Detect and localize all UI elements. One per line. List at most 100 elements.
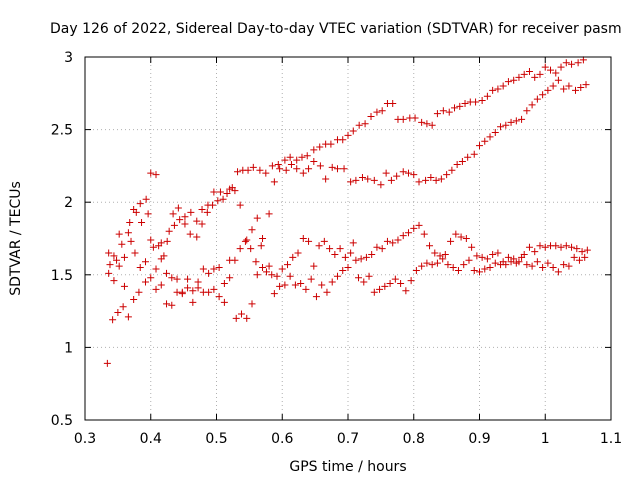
- data-point: [282, 166, 290, 174]
- data-point: [412, 266, 420, 274]
- data-point: [515, 73, 523, 81]
- data-point: [410, 171, 418, 179]
- data-point: [568, 60, 576, 68]
- data-point: [124, 313, 132, 321]
- data-point: [120, 282, 128, 290]
- data-point: [310, 158, 318, 166]
- data-point: [241, 237, 249, 245]
- data-point: [571, 86, 579, 94]
- data-point: [293, 165, 301, 173]
- data-point: [373, 243, 381, 251]
- data-point: [310, 262, 318, 270]
- data-point: [215, 293, 223, 301]
- data-point: [518, 115, 526, 123]
- data-point: [481, 137, 489, 145]
- data-point: [289, 253, 297, 261]
- data-point: [105, 249, 113, 257]
- data-point: [357, 255, 365, 263]
- data-point: [544, 86, 552, 94]
- data-point: [320, 237, 328, 245]
- data-point: [349, 127, 357, 135]
- data-point: [478, 253, 486, 261]
- data-point: [256, 166, 264, 174]
- data-point: [193, 217, 201, 225]
- data-point: [237, 310, 245, 318]
- data-point: [452, 230, 460, 238]
- data-point: [423, 259, 431, 267]
- data-point: [549, 82, 557, 90]
- data-point: [483, 255, 491, 263]
- data-point: [322, 175, 330, 183]
- data-point: [198, 205, 206, 213]
- data-point: [333, 165, 341, 173]
- data-point: [531, 73, 539, 81]
- data-point: [573, 245, 581, 253]
- data-point: [520, 250, 528, 258]
- data-point: [536, 242, 544, 250]
- data-point: [441, 250, 449, 258]
- data-point: [181, 220, 189, 228]
- data-point: [460, 261, 468, 269]
- data-point: [243, 314, 251, 322]
- data-point: [205, 269, 213, 277]
- data-point: [378, 107, 386, 115]
- data-point: [110, 252, 118, 260]
- data-point: [220, 298, 228, 306]
- y-tick-label: 0.5: [51, 413, 73, 429]
- data-point: [562, 59, 570, 67]
- data-point: [470, 266, 478, 274]
- data-point: [381, 282, 389, 290]
- data-point: [205, 288, 213, 296]
- y-tick-label: 1.5: [51, 268, 73, 284]
- data-point: [142, 195, 150, 203]
- data-point: [193, 233, 201, 241]
- y-tick-label: 3: [64, 50, 73, 66]
- data-point: [262, 268, 270, 276]
- data-point: [165, 227, 173, 235]
- data-point: [404, 169, 412, 177]
- data-point: [453, 160, 461, 168]
- data-point: [236, 245, 244, 253]
- data-point: [163, 300, 171, 308]
- data-point: [247, 245, 255, 253]
- data-point: [370, 288, 378, 296]
- data-point: [444, 261, 452, 269]
- data-point: [136, 200, 144, 208]
- data-point: [303, 152, 311, 160]
- data-point: [579, 56, 587, 64]
- data-point: [483, 92, 491, 100]
- x-axis-title: GPS time / hours: [289, 459, 406, 475]
- data-point: [411, 114, 419, 122]
- data-point: [312, 293, 320, 301]
- data-point: [106, 261, 114, 269]
- data-point: [291, 281, 299, 289]
- data-point: [181, 213, 189, 221]
- series-track-a: [106, 56, 587, 269]
- data-point: [307, 275, 315, 283]
- data-point: [531, 248, 539, 256]
- data-point: [491, 129, 499, 137]
- data-point: [214, 197, 222, 205]
- data-point: [262, 169, 270, 177]
- data-point: [268, 162, 276, 170]
- data-point: [152, 285, 160, 293]
- data-point: [294, 249, 302, 257]
- data-point: [119, 303, 127, 311]
- data-point: [393, 172, 401, 180]
- data-point: [226, 274, 234, 282]
- x-tick-label: 0.9: [468, 431, 490, 447]
- data-point: [565, 262, 573, 270]
- data-point: [265, 210, 273, 218]
- data-point: [318, 281, 326, 289]
- data-point: [168, 301, 176, 309]
- data-point: [557, 63, 565, 71]
- data-point: [575, 256, 583, 264]
- data-point: [461, 99, 469, 107]
- data-point: [391, 275, 399, 283]
- data-point: [378, 245, 386, 253]
- data-point: [157, 255, 165, 263]
- data-point: [426, 242, 434, 250]
- data-point: [189, 298, 197, 306]
- data-point: [562, 242, 570, 250]
- data-point: [368, 250, 376, 258]
